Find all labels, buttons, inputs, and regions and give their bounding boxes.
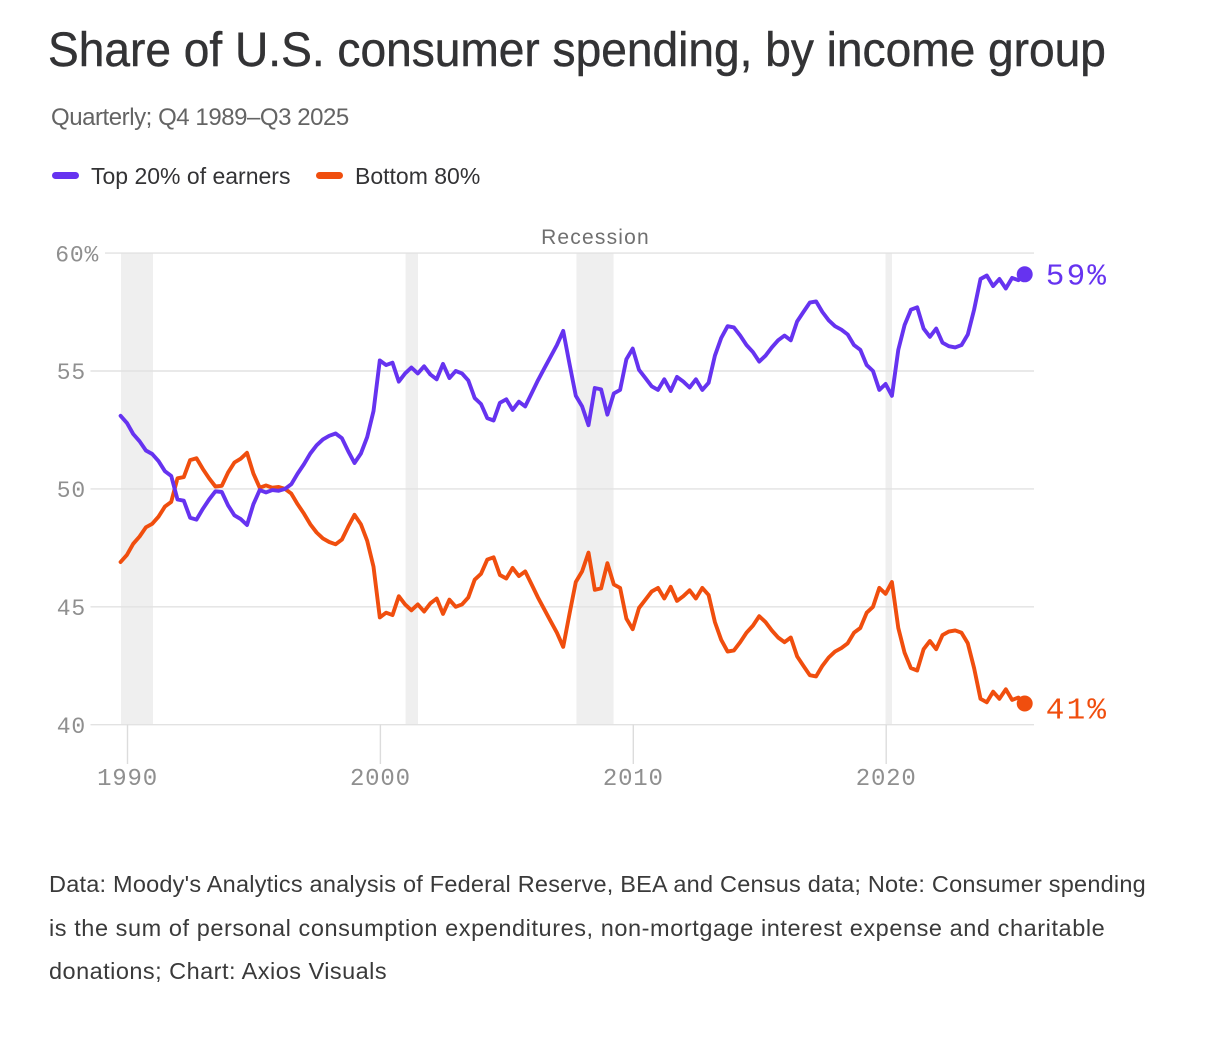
svg-text:55: 55: [57, 360, 86, 386]
svg-text:2010: 2010: [603, 766, 664, 793]
svg-text:60%: 60%: [55, 242, 99, 268]
svg-text:2000: 2000: [350, 766, 411, 793]
svg-text:Recession: Recession: [541, 226, 650, 249]
svg-text:41%: 41%: [1046, 694, 1108, 729]
svg-text:50: 50: [57, 478, 86, 504]
svg-text:45: 45: [57, 596, 86, 622]
svg-text:2020: 2020: [856, 766, 917, 793]
svg-text:40: 40: [57, 714, 86, 740]
svg-text:1990: 1990: [97, 766, 158, 793]
svg-text:59%: 59%: [1046, 260, 1108, 295]
